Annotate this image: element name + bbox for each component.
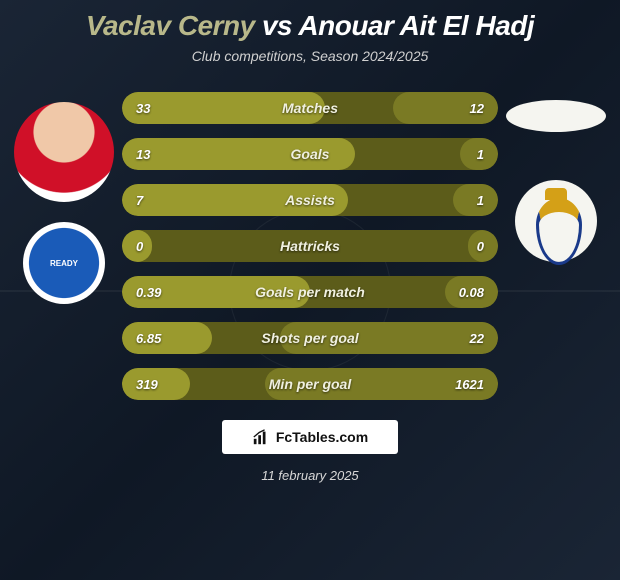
stat-value-right: 0 [477,239,484,254]
comparison-card: Vaclav Cerny vs Anouar Ait El Hadj Club … [0,0,620,580]
vs-text: vs [262,10,292,41]
player1-avatar [14,102,114,202]
stat-label: Hattricks [280,238,340,254]
rangers-text: READY [50,259,78,268]
brand-text: FcTables.com [276,429,368,445]
stat-value-left: 0 [136,239,143,254]
player1-name: Vaclav Cerny [86,10,255,41]
stat-value-right: 1 [477,147,484,162]
stat-value-right: 1 [477,193,484,208]
stat-row: 33 12 Matches [122,92,498,124]
player2-name: Anouar Ait El Hadj [298,10,534,41]
rangers-crest-icon: READY [23,222,105,304]
page-title: Vaclav Cerny vs Anouar Ait El Hadj [86,10,534,42]
stat-value-left: 319 [136,377,158,392]
stat-value-left: 0.39 [136,285,161,300]
stat-row: 7 1 Assists [122,184,498,216]
stat-value-right: 22 [470,331,484,346]
stat-row: 6.85 22 Shots per goal [122,322,498,354]
stat-value-left: 33 [136,101,150,116]
stat-label: Goals [291,146,330,162]
date-text: 11 february 2025 [261,468,358,483]
stat-row: 319 1621 Min per goal [122,368,498,400]
stat-value-left: 6.85 [136,331,161,346]
player2-avatar-placeholder [506,100,606,132]
stat-row: 13 1 Goals [122,138,498,170]
subtitle: Club competitions, Season 2024/2025 [192,48,429,64]
stat-value-left: 7 [136,193,143,208]
bar-fill-right [453,184,498,216]
stat-label: Assists [285,192,335,208]
right-avatar-column [500,92,612,262]
stat-label: Matches [282,100,338,116]
stat-label: Goals per match [255,284,365,300]
stats-list: 3312Matches131Goals71Assists00Hattricks0… [120,92,500,400]
main-row: READY 33 12 Matches 13 1 Goals 7 1 Assists 0 0 Hatt… [0,92,620,400]
stat-value-right: 1621 [455,377,484,392]
stat-value-left: 13 [136,147,150,162]
usg-crest-icon [515,180,597,262]
stat-label: Shots per goal [261,330,358,346]
stat-label: Min per goal [269,376,351,392]
chart-icon [252,428,270,446]
fctables-logo: FcTables.com [222,420,398,454]
stat-value-right: 12 [470,101,484,116]
stat-value-right: 0.08 [459,285,484,300]
stat-row: 0.39 0.08 Goals per match [122,276,498,308]
left-avatar-column: READY [8,92,120,304]
stat-row: 0 0 Hattricks [122,230,498,262]
